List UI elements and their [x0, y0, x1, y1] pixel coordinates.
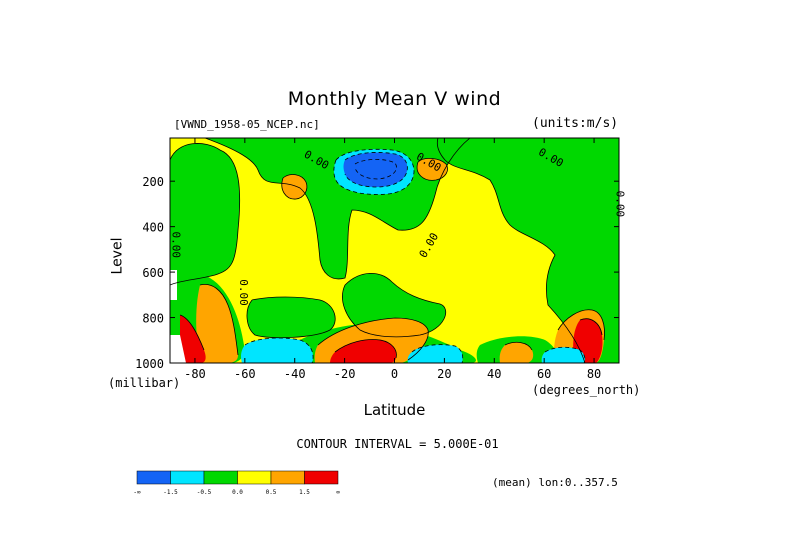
x-tick-label: 80 — [587, 367, 601, 381]
y-axis-label: Level — [109, 237, 126, 275]
region-green-lower-mid — [246, 297, 336, 338]
y-tick-label: 200 — [142, 175, 164, 189]
region-cyan-bottom-right — [541, 347, 585, 363]
mean-note: (mean) lon:0..357.5 — [492, 476, 618, 489]
region-cyan-bottom-mid — [407, 344, 463, 363]
legend-label: 1.5 — [299, 489, 310, 496]
legend-swatch — [136, 470, 171, 485]
contour-label: 0.00 — [614, 191, 627, 218]
region-cyan-bottom-left — [241, 337, 314, 363]
region-orange-lower-right — [499, 342, 534, 363]
region-green-lower-mid2 — [342, 273, 446, 337]
legend-swatch — [170, 470, 205, 485]
legend-label: -∞ — [133, 489, 141, 496]
region-green-right — [437, 138, 619, 363]
contour-lines-negative — [244, 148, 586, 363]
x-tick-label: 60 — [537, 367, 551, 381]
x-tick-label: 20 — [437, 367, 451, 381]
x-tick-label: 40 — [487, 367, 501, 381]
x-tick-label: -80 — [184, 367, 206, 381]
units-label: (units:m/s) — [532, 116, 619, 131]
contour-label: 0.00 — [169, 232, 182, 259]
legend-label: -0.5 — [197, 489, 212, 496]
color-legend: -∞ -1.5 -0.5 0.0 0.5 1.5 ∞ — [133, 470, 340, 496]
x-tick-label: -40 — [284, 367, 306, 381]
y-tick-label: 600 — [142, 266, 164, 280]
chart-title: Monthly Mean V wind — [287, 88, 502, 110]
dataset-label: [VWND_1958-05_NCEP.nc] — [174, 118, 320, 131]
x-tick-label: -20 — [334, 367, 356, 381]
contour-interval-note: CONTOUR INTERVAL = 5.000E-01 — [296, 437, 499, 451]
shaded-contour-fills — [170, 138, 619, 363]
region-red-left — [180, 315, 206, 363]
contour-lines — [170, 138, 605, 363]
legend-label: -1.5 — [163, 489, 178, 496]
x-tick-label: 0 — [391, 367, 398, 381]
region-orange-top-left — [281, 174, 307, 200]
axis-ticks: -80 -60 -40 -20 0 20 40 60 80 200 400 600 800 1000 — [135, 138, 619, 381]
region-green-left — [170, 143, 240, 285]
legend-swatch — [304, 470, 339, 485]
region-orange-top-mid — [417, 158, 448, 181]
legend-swatch — [270, 470, 305, 485]
x-axis-unit: (degrees_north) — [532, 383, 641, 397]
contour-label: 0.00 — [237, 279, 250, 306]
region-blue-top — [343, 152, 408, 187]
x-axis-label: Latitude — [363, 401, 426, 419]
legend-label: 0.5 — [266, 489, 277, 496]
region-missing-left — [170, 270, 177, 300]
legend-label: ∞ — [336, 489, 340, 496]
y-tick-label: 800 — [142, 312, 164, 326]
legend-label: 0.0 — [232, 489, 243, 496]
x-tick-label: -60 — [234, 367, 256, 381]
legend-swatch — [203, 470, 238, 485]
y-axis-unit: (millibar) — [108, 376, 181, 390]
y-tick-label: 1000 — [135, 357, 164, 371]
region-missing-left-bottom — [170, 335, 186, 363]
y-tick-label: 400 — [142, 221, 164, 235]
legend-swatch — [237, 470, 272, 485]
